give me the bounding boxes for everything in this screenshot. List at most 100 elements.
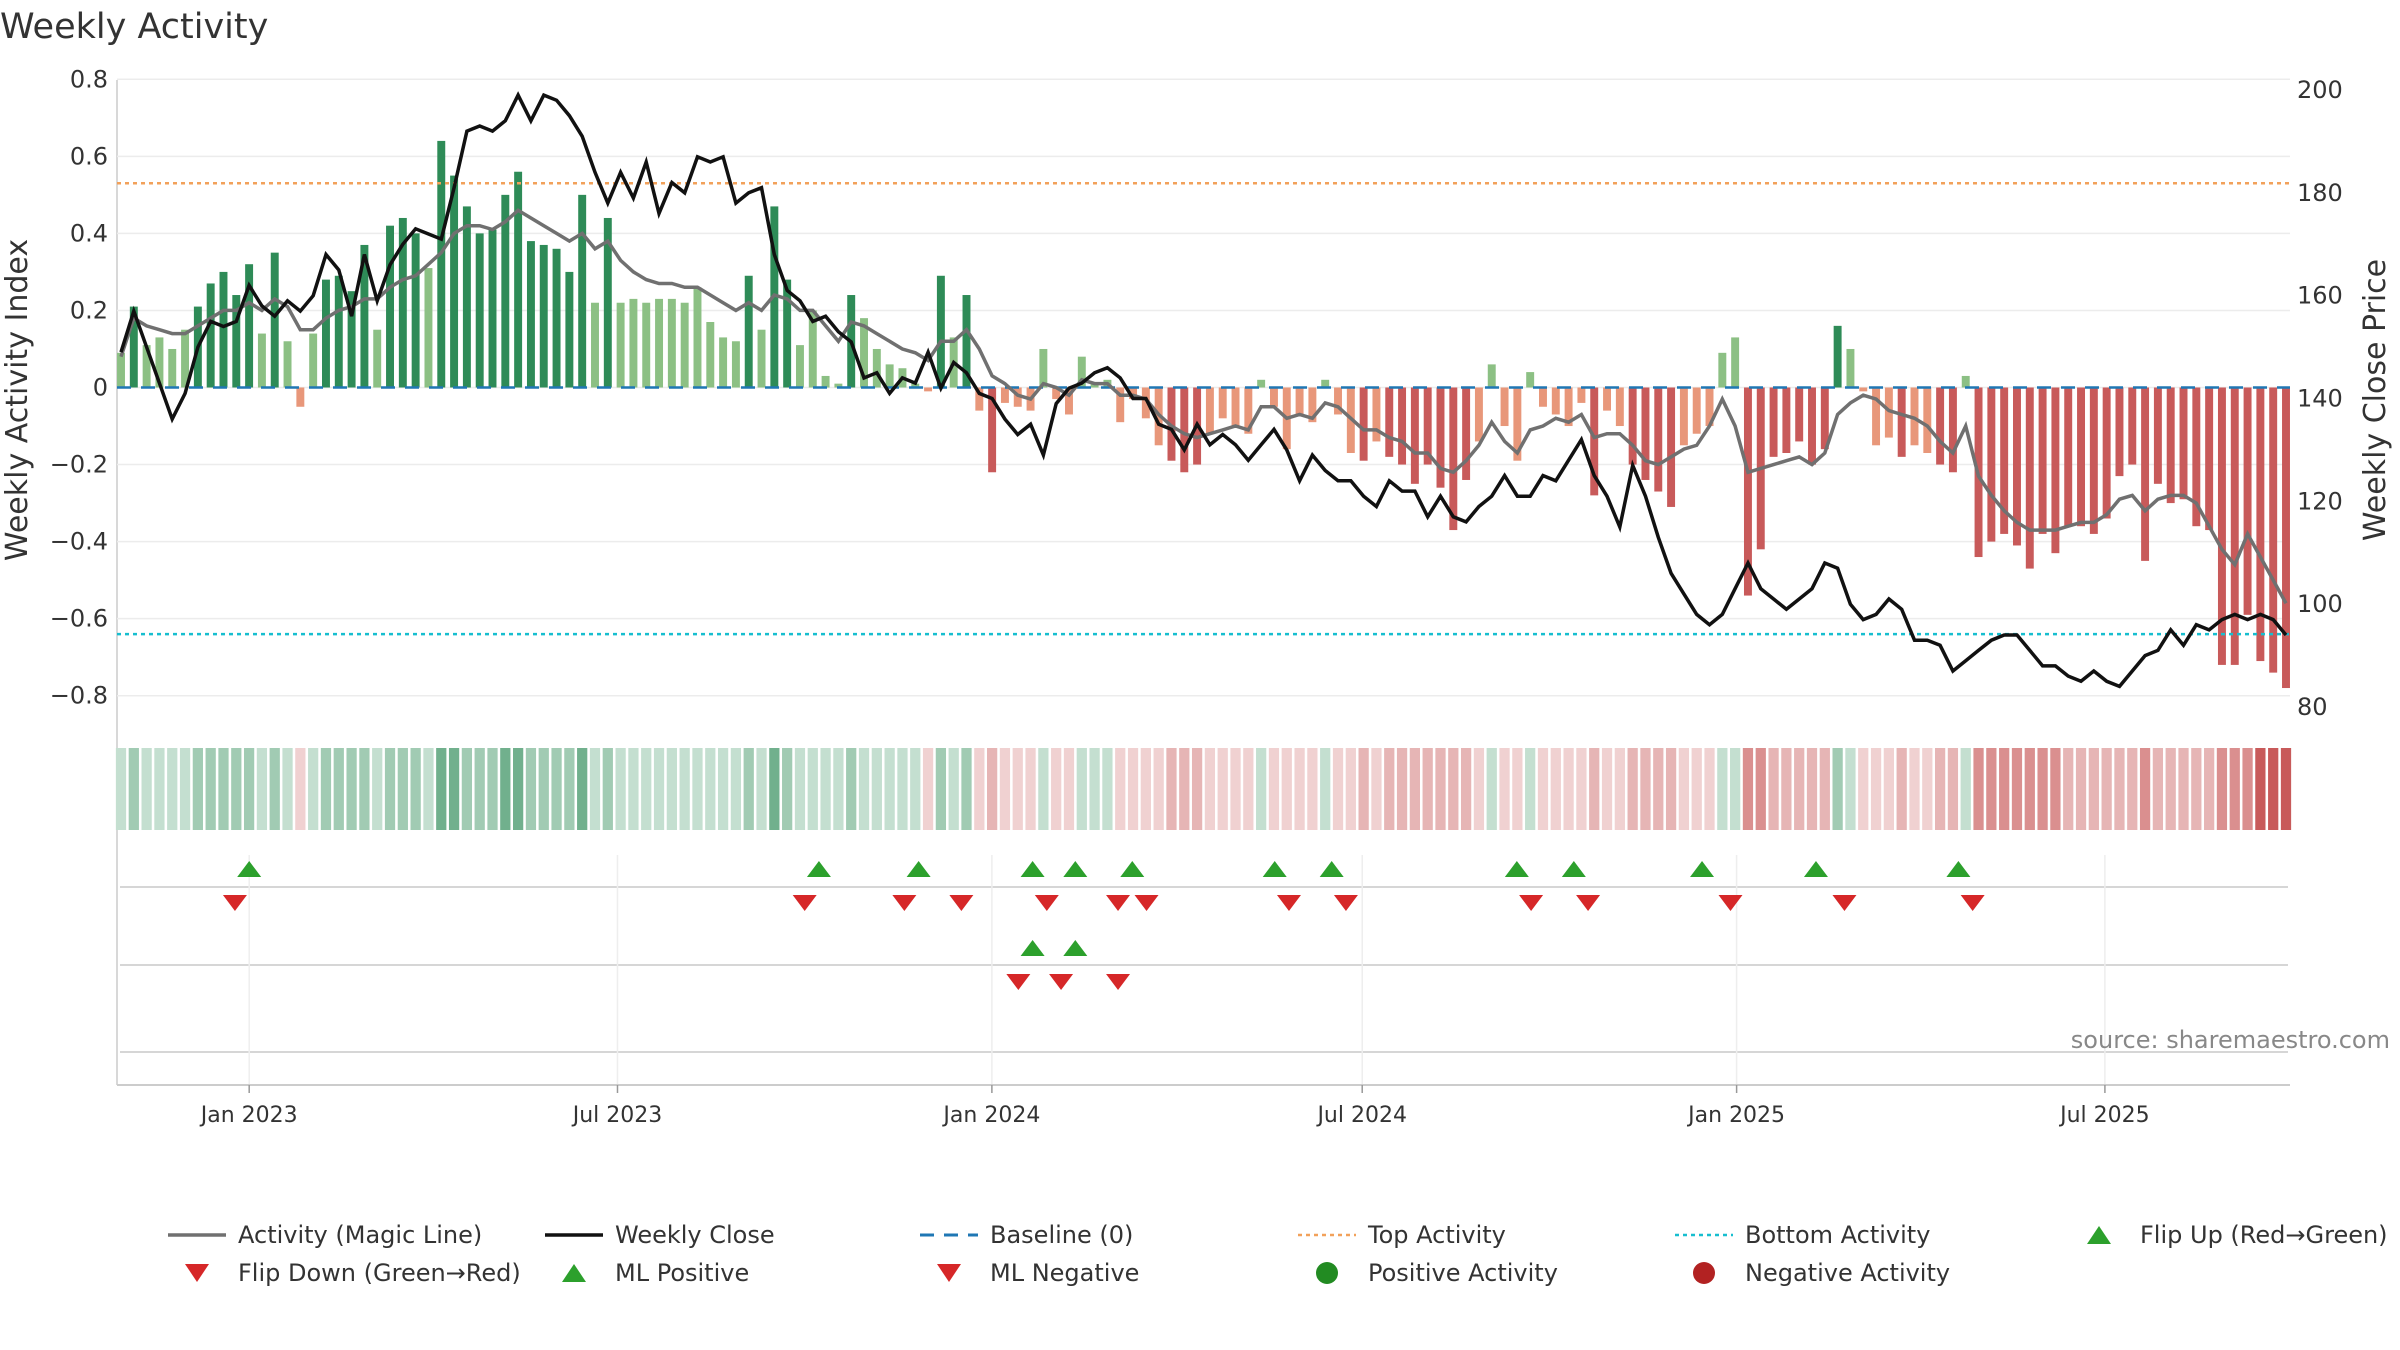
flip-down-marker: [1576, 895, 1601, 911]
right-tick-label: 80: [2297, 693, 2328, 721]
activity-bar: [1013, 387, 1022, 407]
activity-bar: [2153, 387, 2162, 484]
strip-cell: [167, 748, 178, 830]
activity-bar: [1731, 337, 1740, 388]
strip-cell: [948, 748, 959, 830]
activity-bar: [872, 348, 881, 388]
legend-swatch: [1316, 1262, 1338, 1284]
strip-cell: [1345, 748, 1356, 830]
strip-cell: [1665, 748, 1677, 830]
strip-cell: [525, 748, 537, 830]
activity-bar: [1718, 352, 1727, 388]
legend-item: Flip Up (Red→Green): [2087, 1221, 2388, 1249]
activity-bar: [2230, 387, 2239, 665]
strip-cell: [1038, 748, 1049, 830]
activity-bar: [1987, 387, 1996, 542]
strip-cell: [448, 748, 460, 830]
strip-cell: [871, 748, 882, 830]
strip-cell: [1794, 748, 1805, 830]
left-tick-label: 0.6: [70, 142, 108, 170]
strip-cell: [910, 748, 921, 830]
activity-bar: [2000, 387, 2009, 534]
strip-cell: [2075, 748, 2087, 830]
strip-cell: [346, 748, 357, 830]
activity-bar: [1500, 387, 1509, 427]
flip-up-marker: [1063, 861, 1088, 877]
strip-cell: [577, 748, 588, 830]
strip-cell: [1806, 748, 1818, 830]
strip-cell: [1870, 748, 1882, 830]
activity-bar: [936, 275, 945, 388]
activity-bar: [1269, 387, 1278, 407]
strip-cell: [1537, 748, 1549, 830]
right-tick-label: 100: [2297, 590, 2343, 618]
activity-bar: [808, 310, 817, 388]
legend-swatch: [2087, 1226, 2111, 1244]
activity-bar: [117, 352, 125, 388]
flip-up-marker: [1504, 861, 1529, 877]
strip-cell: [308, 748, 319, 830]
strip-cell: [1858, 748, 1869, 830]
activity-bar: [860, 318, 868, 388]
strip-cell: [1025, 748, 1036, 830]
strip-cell: [1691, 748, 1702, 830]
strip-cell: [128, 748, 139, 830]
strip-cell: [1460, 748, 1472, 830]
strip-cell: [897, 748, 908, 830]
strip-cell: [1563, 748, 1574, 830]
strip-cell: [1051, 748, 1062, 830]
strip-cell: [551, 748, 562, 830]
activity-bar: [2256, 387, 2265, 662]
activity-bar: [2141, 387, 2150, 561]
activity-bar: [719, 337, 728, 388]
strip-cell: [1896, 748, 1907, 830]
activity-bar: [1410, 387, 1419, 484]
activity-bar: [591, 302, 599, 388]
x-tick-label: Jan 2023: [199, 1103, 298, 1128]
activity-bar: [1846, 348, 1855, 388]
activity-bar: [2038, 387, 2047, 534]
left-tick-label: −0.8: [50, 682, 108, 710]
left-tick-label: 0.8: [70, 65, 108, 93]
activity-bar: [386, 225, 394, 388]
activity-bar: [731, 341, 740, 388]
activity-bar: [988, 387, 997, 473]
strip-cell: [282, 748, 293, 830]
activity-bar: [2217, 387, 2226, 665]
activity-bar: [1603, 387, 1612, 411]
strip-cell: [615, 748, 626, 830]
activity-bar: [1398, 387, 1407, 465]
strip-cell: [513, 748, 524, 830]
strip-cell: [1922, 748, 1933, 830]
flip-down-marker: [222, 895, 247, 911]
strip-cell: [1358, 748, 1369, 830]
x-tick-label: Jan 2025: [1686, 1103, 1785, 1128]
strip-cell: [384, 748, 396, 830]
strip-cell: [2024, 748, 2035, 830]
flip-down-marker: [1519, 895, 1544, 911]
activity-bar: [1090, 383, 1099, 388]
legend-item: ML Positive: [562, 1259, 749, 1287]
strip-cell: [295, 748, 306, 830]
activity-bar: [488, 229, 497, 388]
left-tick-label: −0.4: [50, 528, 108, 556]
source-note: source: sharemaestro.com: [2071, 1026, 2390, 1054]
activity-bar: [2128, 387, 2137, 465]
left-axis-label: Weekly Activity Index: [0, 239, 35, 561]
activity-bar: [795, 345, 804, 388]
activity-bar: [1449, 387, 1458, 531]
legend-item: Bottom Activity: [1675, 1221, 1930, 1249]
activity-bar: [296, 387, 305, 407]
strip-cell: [833, 748, 844, 830]
strip-cell: [1179, 748, 1190, 830]
activity-bar: [962, 295, 971, 388]
flip-up-marker: [806, 861, 831, 877]
flip-down-marker: [1034, 895, 1059, 911]
x-tick-label: Jan 2024: [941, 1103, 1040, 1128]
activity-bar: [1539, 387, 1547, 407]
strip-cell: [1115, 748, 1126, 830]
activity-bar: [1808, 387, 1816, 465]
left-axis-ticks: 0.8 0.6 0.4 0.2 0 −0.2 −0.4 −0.6 −0.8: [50, 65, 108, 709]
strip-cell: [2268, 748, 2279, 830]
strip-cell: [1499, 748, 1510, 830]
